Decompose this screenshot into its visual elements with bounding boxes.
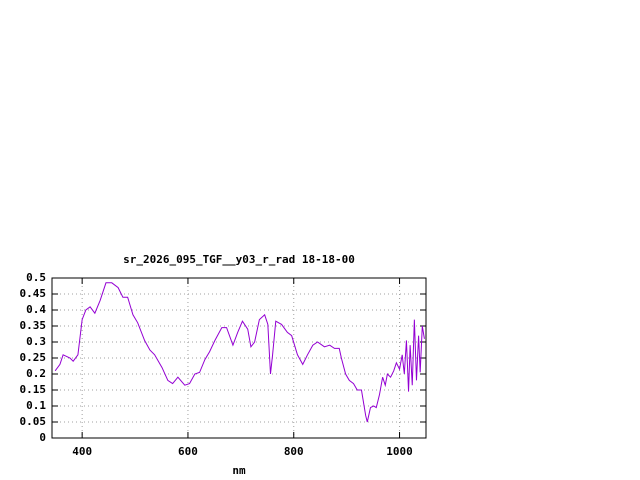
y-tick-label: 0.15 bbox=[20, 383, 47, 396]
y-tick-label: 0.5 bbox=[26, 271, 46, 284]
x-tick-label: 1000 bbox=[386, 445, 413, 458]
x-tick-label: 400 bbox=[72, 445, 92, 458]
y-tick-label: 0.45 bbox=[20, 287, 47, 300]
y-tick-label: 0.4 bbox=[26, 303, 46, 316]
y-tick-label: 0.3 bbox=[26, 335, 46, 348]
y-tick-label: 0.2 bbox=[26, 367, 46, 380]
y-tick-label: 0.05 bbox=[20, 415, 47, 428]
y-tick-label: 0.25 bbox=[20, 351, 47, 364]
plot-border bbox=[51, 277, 427, 439]
y-tick-label: 0.35 bbox=[20, 319, 47, 332]
data-line bbox=[54, 282, 425, 423]
x-axis-label: nm bbox=[232, 464, 246, 477]
y-tick-label: 0 bbox=[39, 431, 46, 444]
y-tick-label: 0.1 bbox=[26, 399, 46, 412]
chart-title: sr_2026_095_TGF__y03_r_rad 18-18-00 bbox=[123, 253, 355, 266]
x-tick-label: 600 bbox=[178, 445, 198, 458]
x-tick-label: 800 bbox=[284, 445, 304, 458]
